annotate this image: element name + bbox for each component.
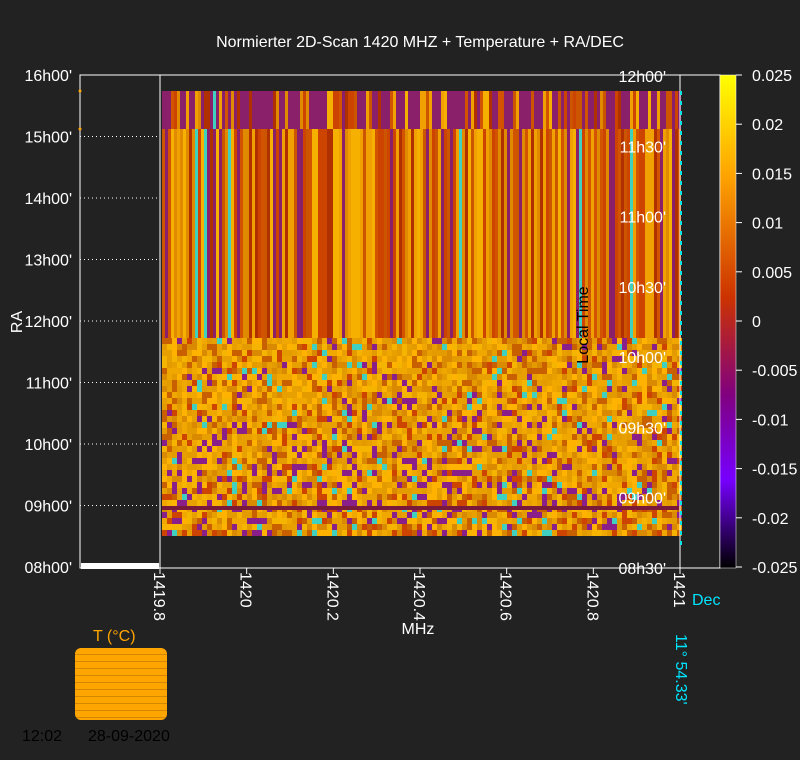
heatmap-cells: [162, 91, 682, 536]
dec-label: Dec: [692, 592, 720, 609]
time-tick-label: 10h30': [618, 280, 666, 297]
colorbar-tick-label: 0.015: [752, 166, 792, 183]
x-tick-label: 1420.8: [583, 572, 600, 621]
colorbar-tick-label: 0.025: [752, 68, 792, 85]
x-tick-label: 1419.8: [150, 572, 167, 621]
colorbar-tick-label: -0.015: [752, 462, 797, 479]
x-tick-label: 1420.2: [323, 572, 340, 621]
colorbar-tick-label: 0.02: [752, 117, 783, 134]
temperature-scribble: [75, 648, 167, 720]
ra-tick-label: 10h00': [24, 437, 72, 454]
y-axis-label: RA: [9, 311, 26, 334]
colorbar-tick-label: -0.02: [752, 511, 789, 528]
x-tick-label: 1420.4: [410, 572, 427, 621]
ra-tick-label: 16h00': [24, 68, 72, 85]
time-tick-label: 11h00': [620, 210, 666, 227]
colorbar-tick-label: -0.005: [752, 363, 797, 380]
ra-tick-label: 08h00': [24, 560, 72, 577]
dec-panel: [679, 74, 721, 569]
colorbar-tick-label: 0.005: [752, 265, 792, 282]
temperature-point: [78, 127, 82, 131]
ra-tick-label: 13h00': [24, 253, 72, 270]
temperature-legend: T (°C): [75, 628, 170, 720]
ra-tick-label: 12h00': [24, 314, 72, 331]
date-stamp: 28-09-2020: [88, 728, 170, 745]
colorbar-tick-label: -0.025: [752, 560, 797, 577]
dec-value: 11° 54.33': [672, 634, 689, 705]
ra-tick-label: 11h00': [26, 376, 72, 393]
time-tick-label: 12h00': [618, 69, 666, 86]
x-tick-label: 1420.6: [497, 572, 514, 621]
ra-tick-label: 14h00': [24, 191, 72, 208]
colorbar-tick-label: 0: [752, 314, 761, 331]
chart-title: Normierter 2D-Scan 1420 MHZ + Temperatur…: [216, 34, 624, 51]
time-tick-label: 09h30': [618, 420, 666, 437]
time-tick-label: 09h00': [618, 491, 666, 508]
colorbar-tick-label: -0.01: [752, 412, 789, 429]
time-stamp: 12:02: [22, 728, 63, 745]
colorbar-tick-label: 0.01: [752, 216, 783, 233]
x-axis-label: MHz: [402, 621, 435, 638]
local-time-axis-label: Local Time: [575, 286, 592, 363]
time-tick-label: 08h30': [618, 561, 666, 578]
temperature-point: [78, 89, 82, 93]
ra-tick-label: 09h00': [24, 499, 72, 516]
colorbar: [719, 74, 737, 569]
ra-tick-label: 15h00': [24, 130, 72, 147]
x-tick-label: 1421: [670, 572, 687, 608]
temperature-bar: [81, 563, 159, 569]
time-tick-label: 10h00': [618, 350, 666, 367]
x-tick-label: 1420: [237, 572, 254, 608]
temperature-label: T (°C): [93, 628, 136, 645]
time-tick-label: 11h30': [620, 139, 666, 156]
